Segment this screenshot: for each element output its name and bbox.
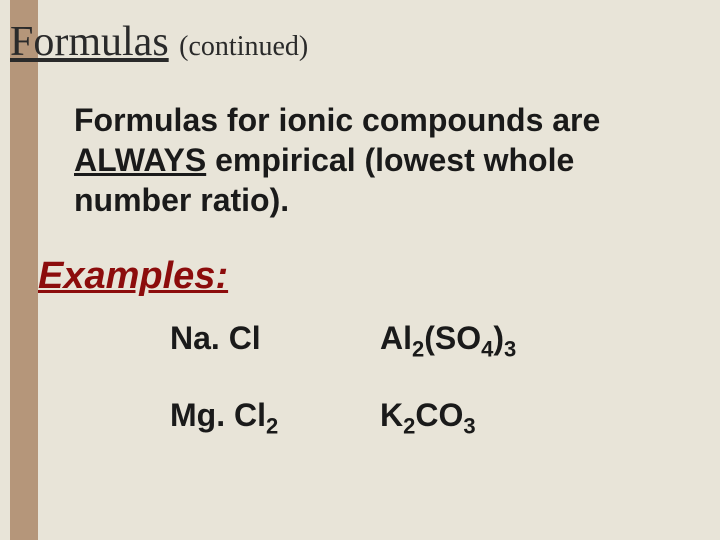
title-continued: (continued) <box>179 31 308 62</box>
statement-emphasis: ALWAYS <box>74 142 206 178</box>
formula-k2co3: K2CO3 <box>380 397 580 434</box>
formula-al2so43: Al2(SO4)3 <box>380 320 580 357</box>
formula-nacl: Na. Cl <box>170 320 350 357</box>
statement-text: Formulas for ionic compounds are ALWAYS … <box>74 100 690 220</box>
examples-grid: Na. Cl Al2(SO4)3 Mg. Cl2 K2CO3 <box>170 320 580 434</box>
examples-label: Examples: <box>38 255 228 298</box>
slide-title: Formulas (continued) <box>10 18 308 66</box>
formula-mgcl2: Mg. Cl2 <box>170 397 350 434</box>
accent-strip <box>10 0 38 540</box>
statement-prefix: Formulas for ionic compounds are <box>74 102 600 138</box>
title-main: Formulas <box>10 19 169 65</box>
